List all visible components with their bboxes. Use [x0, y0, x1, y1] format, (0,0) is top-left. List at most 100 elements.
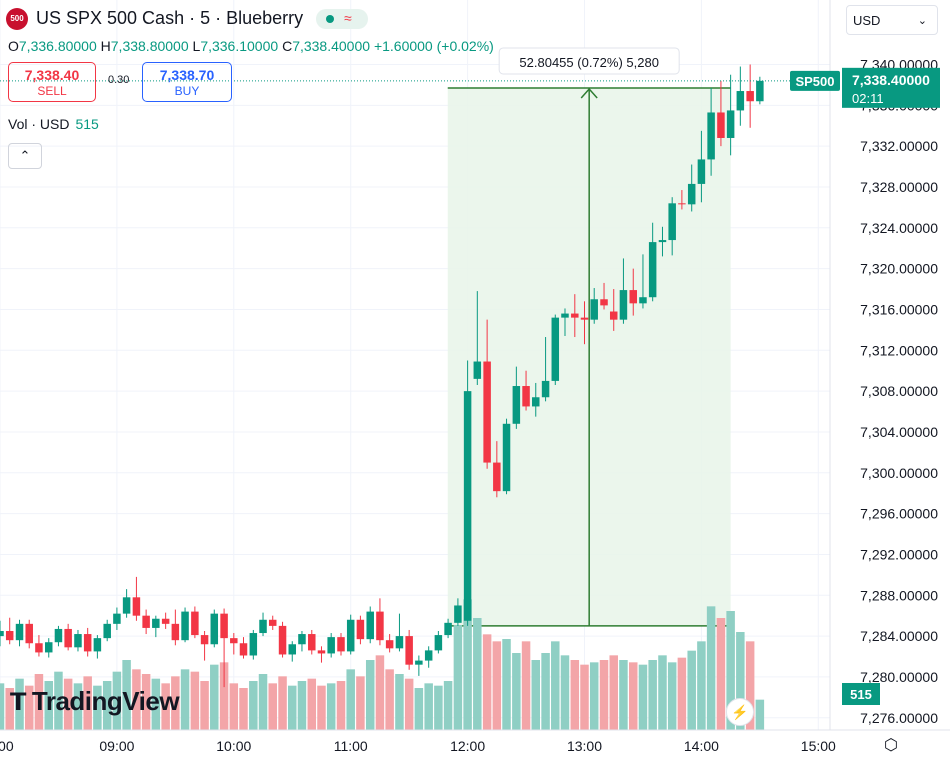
candle-body: [298, 634, 306, 645]
collapse-legend-button[interactable]: ⌃: [8, 143, 42, 169]
x-tick-label: 15:00: [801, 738, 836, 754]
volume-bar: [677, 657, 687, 730]
tradingview-mark-icon: 𝗧: [10, 689, 26, 716]
volume-bar: [93, 685, 102, 730]
y-tick-label: 7,284.00000: [860, 628, 938, 644]
candle-body: [551, 317, 560, 381]
candle-body: [268, 619, 277, 626]
volume-bar: [151, 678, 161, 730]
y-tick-label: 7,276.00000: [860, 710, 938, 726]
sell-price: 7,338.40: [24, 67, 80, 83]
sell-button[interactable]: 7,338.40 SELL: [8, 62, 96, 102]
volume-bar: [619, 660, 628, 730]
volume-bar: [365, 660, 375, 730]
x-tick-label: 12:00: [450, 738, 485, 754]
candle-body: [200, 635, 209, 645]
volume-bar: [161, 683, 170, 730]
measure-label-bg: [498, 47, 680, 75]
y-tick-label: 7,304.00000: [860, 424, 938, 440]
open-key: O: [8, 38, 19, 54]
symbol-title[interactable]: US SPX 500 Cash · 5 · Blueberry: [36, 8, 304, 28]
measure-label: 52.80455 (0.72%) 5,280: [519, 55, 659, 70]
close-key: C: [282, 38, 293, 54]
sell-label: SELL: [37, 84, 67, 98]
candle-body: [619, 290, 628, 320]
volume-bar: [5, 688, 14, 730]
y-tick-label: 7,316.00000: [860, 301, 938, 317]
volume-bar: [180, 669, 190, 730]
y-tick-label: 7,328.00000: [860, 179, 938, 195]
volume-bar: [473, 618, 482, 730]
candle-body: [717, 112, 725, 138]
currency-select[interactable]: USD ⌄: [846, 5, 938, 35]
settings-icon[interactable]: ⬡: [884, 737, 898, 754]
volume-bar: [336, 681, 346, 730]
volume-bar: [589, 662, 599, 730]
y-tick-label: 7,320.00000: [860, 261, 938, 277]
candle-body: [317, 650, 326, 654]
market-status[interactable]: ≈: [316, 9, 368, 29]
candle-body: [15, 623, 24, 641]
y-tick-label: 7,300.00000: [860, 465, 938, 481]
price-axis-bg: [831, 40, 950, 730]
candle-body: [541, 380, 550, 398]
volume-bar: [755, 699, 765, 730]
volume-bar: [580, 664, 589, 730]
volume-bar: [326, 683, 336, 730]
candle-body: [25, 623, 33, 644]
close-value: 7,338.40000: [292, 38, 371, 54]
axis-badges: SP500 7,338.40000 02:11 515: [790, 67, 940, 705]
candles: [0, 64, 764, 688]
y-tick-label: 7,280.00000: [860, 669, 938, 685]
volume-badge-bg: [842, 683, 880, 705]
x-tick-label: 11:00: [334, 738, 368, 754]
volume-bar: [453, 625, 463, 730]
volume-bar: [297, 681, 307, 730]
volume-bar: [687, 650, 696, 730]
candle-body: [122, 597, 131, 614]
lightning-icon[interactable]: ⚡: [726, 698, 754, 726]
volume-bar: [697, 641, 706, 730]
volume-bar: [278, 676, 287, 730]
volume-bar: [73, 683, 83, 730]
candle-body: [473, 361, 482, 379]
ohlc-legend: O7,336.80000 H7,338.80000 L7,336.10000 C…: [8, 38, 494, 54]
market-open-icon: [326, 15, 334, 23]
volume-bar: [512, 653, 521, 730]
candle-body: [415, 660, 423, 665]
volume-bar: [258, 674, 268, 730]
candle-body: [249, 633, 258, 656]
volume-bar: [210, 664, 219, 730]
candle-body: [454, 605, 462, 623]
candle-body: [678, 203, 686, 205]
high-value: 7,338.80000: [110, 38, 189, 54]
spread-value: 0.30: [108, 74, 130, 86]
low-value: 7,336.10000: [200, 38, 279, 54]
volume-badge: 515: [850, 687, 872, 702]
open-value: 7,336.80000: [18, 38, 97, 54]
volume-bar: [638, 664, 648, 730]
tradingview-logo[interactable]: 𝗧 TradingView: [10, 686, 180, 717]
candle-body: [522, 386, 530, 407]
candle-body: [83, 634, 92, 652]
candle-body: [44, 642, 53, 653]
volume-bar: [541, 653, 550, 730]
volume-bar: [502, 639, 511, 730]
volume-bar: [375, 655, 385, 730]
volume-bar: [288, 685, 297, 730]
candle-body: [74, 634, 82, 648]
candle-body: [356, 619, 365, 640]
candle-body: [658, 240, 667, 243]
candle-body: [308, 634, 316, 651]
symbol-logo[interactable]: 500: [6, 8, 28, 30]
volume-bar: [395, 674, 404, 730]
candle-body: [113, 613, 121, 624]
candle-body: [434, 635, 443, 651]
buy-button[interactable]: 7,338.70 BUY: [142, 62, 232, 102]
volume-bar: [629, 662, 638, 730]
x-tick-label: 10:00: [216, 738, 251, 754]
volume-legend[interactable]: Vol · USD 515: [8, 116, 99, 132]
candle-body: [590, 299, 598, 320]
candle-body: [376, 611, 384, 641]
